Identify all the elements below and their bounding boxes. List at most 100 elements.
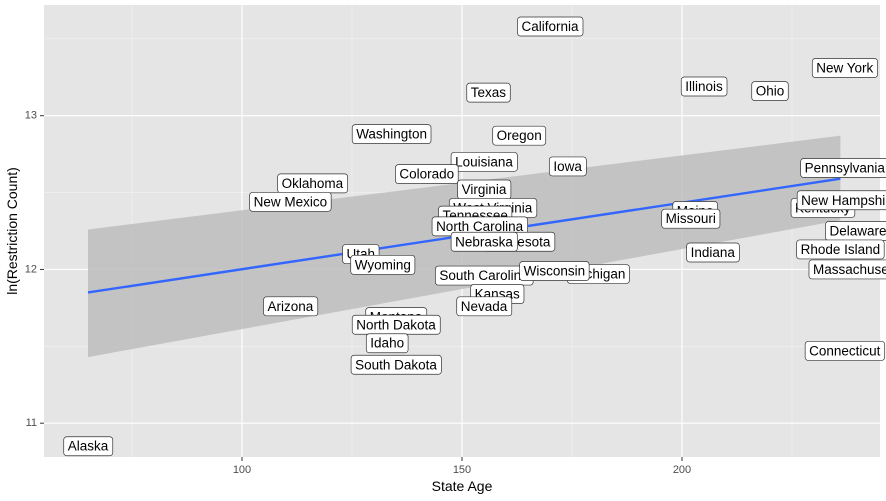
label-text: Idaho — [370, 336, 404, 351]
label-text: California — [521, 19, 579, 34]
state-label-new-york: New York — [811, 58, 878, 78]
label-box — [63, 436, 114, 457]
state-label-louisiana: Louisiana — [450, 151, 518, 172]
label-box — [351, 124, 432, 144]
x-axis-title: State Age — [432, 478, 493, 494]
y-tick-label: 13 — [25, 110, 37, 122]
label-box — [811, 58, 878, 78]
data-points: Alaska California Texas Illinois Ohio New Yor… — [63, 16, 886, 457]
label-text: Ohio — [756, 84, 785, 99]
label-text: Wisconsin — [524, 263, 586, 278]
label-text: North Carolina — [436, 219, 524, 234]
state-label-north-carolina: North Carolina — [431, 216, 528, 237]
state-label-pennsylvania: Pennsylvania — [800, 158, 886, 178]
label-text: New Mexico — [254, 194, 328, 209]
label-box — [395, 164, 459, 184]
state-label-arizona: Arizona — [263, 296, 319, 317]
x-tick-label: 150 — [453, 464, 471, 476]
label-box — [450, 231, 518, 252]
label-box — [456, 296, 513, 317]
label-box — [365, 333, 409, 354]
label-text: Louisiana — [455, 154, 513, 169]
label-box — [350, 254, 416, 275]
label-box — [796, 239, 885, 260]
label-text: Oregon — [497, 128, 542, 143]
state-label-massachusetts: Massachusetts — [808, 259, 886, 280]
state-label-south-dakota: South Dakota — [350, 354, 442, 375]
state-label-new-hampshire: New Hampshire — [796, 190, 886, 211]
label-text: Illinois — [685, 79, 723, 94]
label-text: Arizona — [268, 299, 314, 314]
label-text: New Hampshire — [801, 193, 886, 208]
y-tick-label: 11 — [26, 417, 37, 429]
state-label-rhode-island: Rhode Island — [796, 239, 885, 260]
x-axis-ticks: 100 150 200 — [233, 457, 691, 476]
state-label-connecticut: Connecticut — [804, 341, 886, 361]
label-box — [517, 16, 584, 37]
label-box — [519, 261, 590, 281]
state-label-washington: Washington — [351, 124, 432, 144]
state-label-wisconsin: Wisconsin — [519, 261, 590, 281]
label-text: Virginia — [462, 182, 507, 197]
label-text: New York — [816, 61, 873, 76]
label-text: Indiana — [691, 245, 736, 260]
label-text: Delaware — [829, 224, 886, 239]
label-box — [686, 242, 740, 263]
label-text: Nevada — [461, 299, 508, 314]
label-box — [249, 191, 332, 212]
x-tick-label: 200 — [673, 464, 691, 476]
state-label-south-carolina: South Carolina — [434, 265, 534, 286]
label-text: Washington — [356, 127, 427, 142]
label-box — [796, 190, 886, 211]
state-label-wyoming: Wyoming — [350, 254, 416, 275]
label-text: Alaska — [68, 439, 109, 454]
y-axis-title: ln(Restriction Count) — [4, 167, 20, 295]
label-text: Missouri — [666, 211, 716, 226]
label-box — [808, 259, 886, 280]
label-text: Wyoming — [355, 257, 411, 272]
label-text: Rhode Island — [801, 242, 881, 257]
state-label-oklahoma: Oklahoma — [277, 173, 349, 194]
y-tick-label: 12 — [25, 263, 37, 275]
y-axis-ticks: 11 12 13 — [25, 110, 44, 429]
label-text: Massachusetts — [813, 262, 886, 277]
state-label-indiana: Indiana — [686, 242, 740, 263]
label-text: South Dakota — [355, 357, 437, 372]
label-text: Iowa — [553, 159, 582, 174]
state-label-alaska: Alaska — [63, 436, 114, 457]
label-box — [350, 354, 442, 375]
label-box — [661, 208, 721, 229]
label-text: North Dakota — [356, 317, 436, 332]
state-label-texas: Texas — [466, 82, 511, 103]
x-tick-label: 100 — [233, 464, 251, 476]
state-label-oregon: Oregon — [492, 125, 547, 146]
label-box — [680, 76, 728, 97]
label-box — [450, 151, 518, 172]
state-label-california: California — [517, 16, 584, 37]
state-label-nevada: Nevada — [456, 296, 513, 317]
state-label-colorado: Colorado — [395, 164, 459, 184]
label-box — [492, 125, 547, 146]
label-text: Nebraska — [455, 234, 513, 249]
state-label-virginia: Virginia — [457, 179, 512, 200]
state-label-new-mexico: New Mexico — [249, 191, 332, 212]
label-text: Connecticut — [809, 343, 881, 358]
label-text: Oklahoma — [282, 176, 344, 191]
label-text: Pennsylvania — [805, 160, 886, 175]
state-label-illinois: Illinois — [680, 76, 728, 97]
state-label-north-dakota: North Dakota — [351, 314, 441, 335]
label-box — [548, 156, 587, 177]
label-box — [466, 82, 511, 103]
label-box — [800, 158, 886, 178]
label-text: Colorado — [399, 167, 454, 182]
label-text: South Carolina — [439, 268, 529, 283]
state-label-ohio: Ohio — [751, 81, 789, 101]
state-label-missouri: Missouri — [661, 208, 721, 229]
label-box — [751, 81, 789, 101]
label-box — [263, 296, 319, 317]
label-box — [804, 341, 886, 361]
state-label-iowa: Iowa — [548, 156, 587, 177]
state-label-delaware: Delaware — [825, 221, 886, 241]
label-text: Texas — [471, 85, 507, 100]
